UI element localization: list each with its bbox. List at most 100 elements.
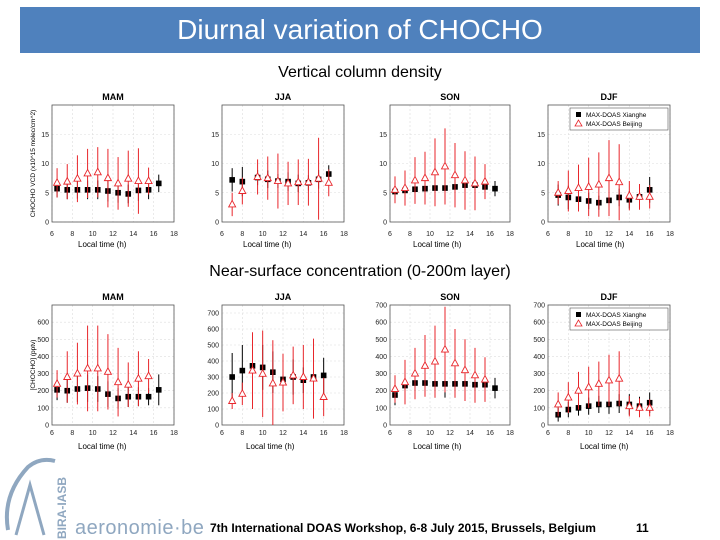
- plot-frame: [221, 104, 345, 223]
- data-point-triangle: [614, 177, 624, 186]
- x-tick-label: 8: [70, 231, 74, 238]
- panel-mam-vcd: MAM 0 5 10 15 6 8 10 12 14 16 18 Local time (h) CHOCH…: [30, 92, 178, 249]
- data-point-triangle: [288, 370, 298, 379]
- plot-frame: [389, 104, 511, 223]
- x-tick-label: 14: [625, 430, 633, 437]
- x-tick-label: 6: [546, 430, 550, 437]
- x-tick-label: 18: [340, 430, 348, 437]
- data-point-square: [320, 372, 327, 379]
- y-tick-label: 500: [533, 337, 545, 344]
- y-tick-label: 300: [375, 371, 387, 378]
- x-tick-label: 14: [466, 430, 474, 437]
- bira-iasb-logo: BIRA-IASB: [4, 457, 69, 539]
- data-point-triangle: [263, 173, 273, 182]
- data-point-triangle: [299, 372, 308, 380]
- y-tick-label: 0: [215, 423, 219, 430]
- y-tick-label: 15: [41, 132, 49, 139]
- title-bar: Diurnal variation of CHOCHO: [20, 7, 700, 53]
- data-point-triangle: [574, 385, 583, 394]
- data-point-triangle: [390, 384, 400, 392]
- x-tick-label: 10: [89, 430, 97, 437]
- legend-label: MAX-DOAS Xianghe: [586, 312, 647, 319]
- series-beijing: [52, 147, 153, 214]
- data-point-triangle: [564, 392, 573, 401]
- data-point-triangle: [62, 372, 72, 380]
- x-tick-label: 6: [546, 231, 550, 238]
- panel-title: SON: [440, 92, 460, 102]
- data-point-triangle: [480, 176, 490, 185]
- y-tick-label: 10: [211, 161, 219, 168]
- data-point-triangle: [238, 186, 247, 194]
- x-tick-label: 8: [408, 430, 412, 437]
- data-point-triangle: [309, 373, 318, 382]
- series-beijing: [553, 351, 654, 418]
- data-point-triangle: [604, 375, 614, 384]
- plot-frame: [389, 304, 511, 426]
- data-point-triangle: [450, 170, 460, 179]
- data-point-triangle: [227, 199, 237, 208]
- data-point-triangle: [614, 373, 624, 382]
- panel-title: JJA: [275, 292, 292, 302]
- data-point-triangle: [470, 178, 480, 187]
- data-point-triangle: [73, 368, 82, 377]
- x-tick-label: 18: [170, 231, 178, 238]
- y-tick-label: 0: [541, 423, 545, 430]
- y-tick-label: 700: [375, 303, 387, 310]
- data-point-square: [155, 180, 162, 187]
- data-point-triangle: [584, 181, 593, 190]
- x-tick-label: 6: [388, 231, 392, 238]
- x-tick-label: 6: [220, 231, 224, 238]
- logo-vertical-text: BIRA-IASB: [55, 477, 69, 539]
- data-point-square: [229, 177, 235, 183]
- y-tick-label: 100: [207, 407, 219, 414]
- x-axis-label: Local time (h): [576, 240, 625, 249]
- x-tick-label: 10: [259, 231, 267, 238]
- panel-djf-vcd: DJF 0 5 10 15 6 8 10 12 14 16 18 Local time (h) MAX-D…: [537, 92, 674, 249]
- data-point-triangle: [450, 358, 460, 367]
- legend-label: MAX-DOAS Beijing: [586, 121, 642, 128]
- panel-title: DJF: [600, 92, 618, 102]
- y-tick-label: 200: [37, 388, 49, 395]
- y-tick-label: 15: [537, 132, 545, 139]
- data-point-triangle: [293, 177, 303, 186]
- data-point-square: [492, 185, 498, 192]
- x-tick-label: 18: [506, 231, 514, 238]
- data-point-triangle: [52, 378, 62, 387]
- y-tick-label: 0: [215, 220, 219, 227]
- data-point-triangle: [440, 161, 450, 170]
- data-point-triangle: [584, 382, 593, 391]
- x-axis-label: Local time (h): [580, 442, 629, 451]
- data-point-triangle: [635, 191, 644, 200]
- data-point-triangle: [134, 373, 143, 382]
- data-point-triangle: [314, 173, 323, 182]
- series-xianghe: [229, 338, 327, 401]
- x-tick-label: 12: [446, 231, 454, 238]
- data-point-triangle: [123, 379, 133, 388]
- y-tick-label: 10: [537, 161, 545, 168]
- data-point-triangle: [253, 172, 262, 180]
- x-tick-label: 14: [129, 231, 137, 238]
- x-tick-label: 8: [566, 430, 570, 437]
- plot-frame: [51, 304, 175, 426]
- x-tick-label: 14: [625, 231, 633, 238]
- x-tick-label: 10: [585, 231, 593, 238]
- slide-title: Diurnal variation of CHOCHO: [177, 14, 543, 45]
- panel-son-surface: SON 0 100 200 300 400 500 600 700 6 8 10 12 14 16 18 Loc…: [375, 292, 514, 451]
- x-tick-label: 10: [426, 430, 434, 437]
- x-tick-label: 6: [388, 430, 392, 437]
- data-point-square: [155, 387, 162, 393]
- data-point-triangle: [480, 374, 490, 383]
- x-tick-label: 12: [605, 231, 613, 238]
- x-tick-label: 12: [109, 231, 117, 238]
- series-beijing: [390, 306, 490, 405]
- y-tick-label: 200: [533, 388, 545, 395]
- logo-a-shape: [14, 479, 46, 536]
- data-point-triangle: [73, 173, 82, 182]
- x-tick-label: 14: [466, 231, 474, 238]
- plot-frame: [51, 104, 175, 223]
- y-axis-label: [CHOCHO] (pptv): [30, 340, 37, 391]
- data-point-triangle: [83, 168, 92, 177]
- data-point-triangle: [283, 178, 293, 187]
- x-tick-label: 8: [408, 231, 412, 238]
- data-point-triangle: [123, 173, 133, 182]
